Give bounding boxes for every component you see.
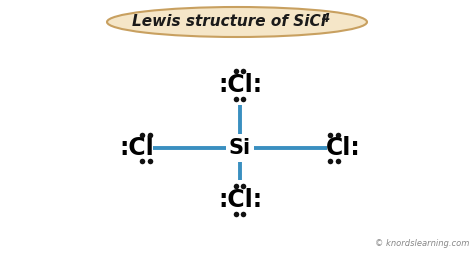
Text: :Cl: :Cl	[119, 136, 155, 160]
Text: 4: 4	[321, 12, 329, 25]
Text: Cl:: Cl:	[326, 136, 360, 160]
Text: :Cl:: :Cl:	[218, 73, 262, 97]
Text: Lewis structure of SiCl: Lewis structure of SiCl	[132, 15, 326, 29]
Ellipse shape	[107, 7, 367, 37]
Text: Si: Si	[229, 138, 251, 158]
Text: © knordslearning.com: © knordslearning.com	[374, 239, 469, 248]
Text: :Cl:: :Cl:	[218, 188, 262, 212]
